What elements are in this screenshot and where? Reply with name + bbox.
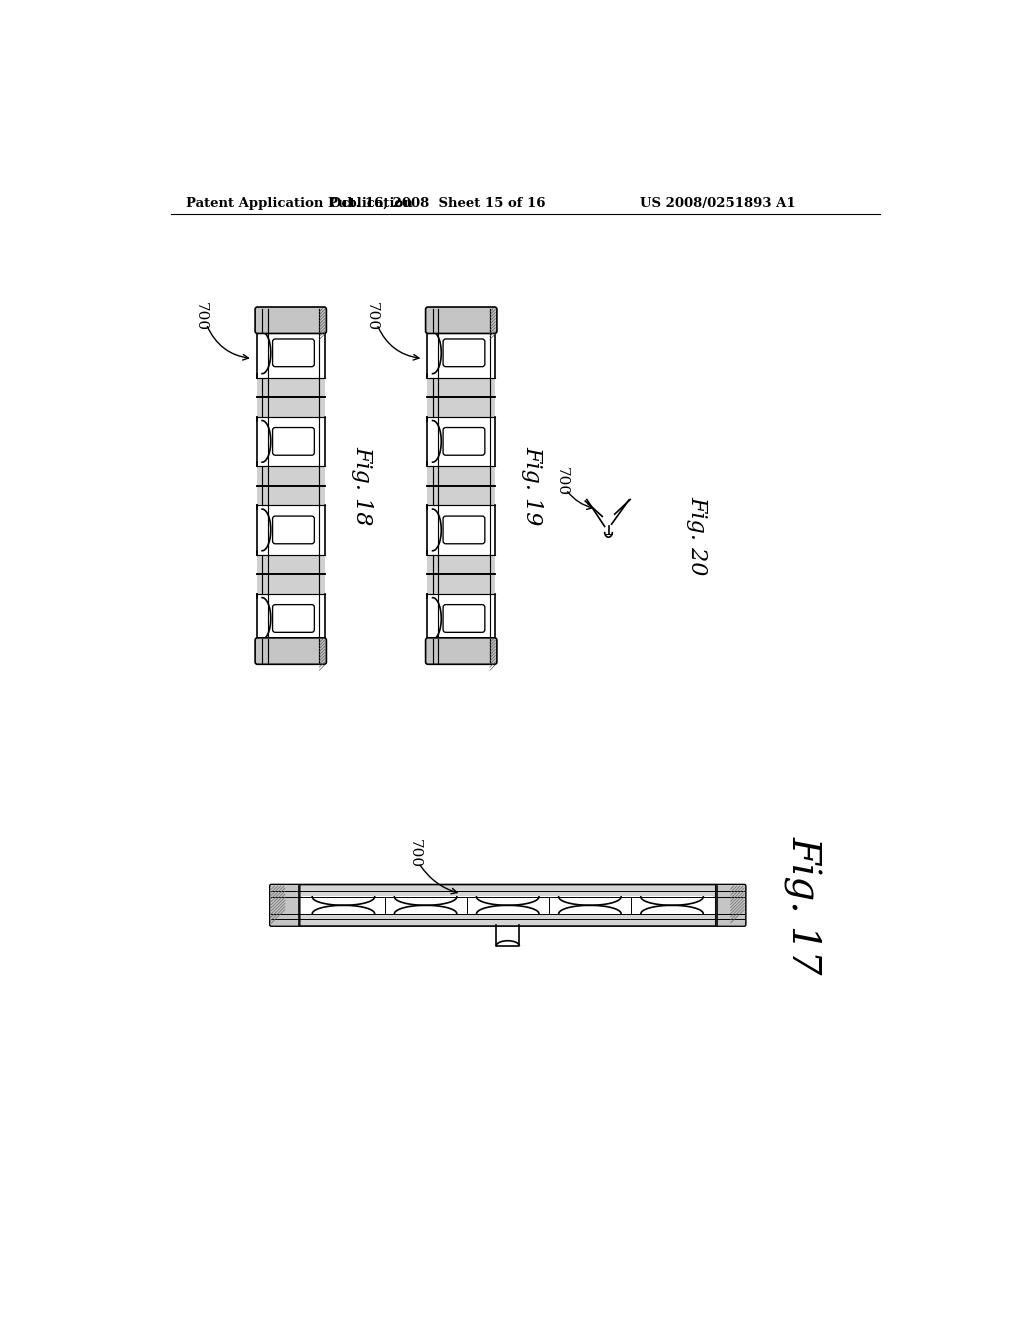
Bar [267,417,319,466]
FancyBboxPatch shape [443,605,484,632]
FancyBboxPatch shape [716,884,745,927]
Bar [427,554,496,574]
Polygon shape [427,506,441,554]
Text: Fig. 19: Fig. 19 [521,446,544,525]
Polygon shape [467,896,549,906]
Bar [427,486,496,506]
Bar [257,554,325,574]
Bar [427,643,496,663]
Polygon shape [257,417,270,466]
Bar [427,309,496,329]
FancyBboxPatch shape [272,516,314,544]
Polygon shape [302,896,385,906]
Polygon shape [257,329,270,378]
Bar [273,896,742,913]
Text: Fig. 17: Fig. 17 [783,836,821,974]
Bar [438,594,489,643]
Polygon shape [257,594,270,643]
Bar [427,574,496,594]
FancyBboxPatch shape [270,884,300,927]
Bar [257,574,325,594]
Polygon shape [257,506,270,554]
Bar [267,506,319,554]
FancyBboxPatch shape [443,428,484,455]
FancyBboxPatch shape [443,339,484,367]
FancyBboxPatch shape [272,339,314,367]
Polygon shape [549,896,631,906]
Bar [438,506,489,554]
Text: Fig. 20: Fig. 20 [687,496,709,576]
Bar [267,329,319,378]
Bar [427,466,496,486]
Bar [427,378,496,397]
FancyBboxPatch shape [255,638,327,664]
Text: Oct. 16, 2008  Sheet 15 of 16: Oct. 16, 2008 Sheet 15 of 16 [331,197,546,210]
Bar [257,486,325,506]
Polygon shape [631,896,713,906]
FancyBboxPatch shape [255,308,327,334]
Text: Patent Application Publication: Patent Application Publication [186,197,413,210]
Text: US 2008/0251893 A1: US 2008/0251893 A1 [640,197,795,210]
FancyBboxPatch shape [272,428,314,455]
Polygon shape [302,906,385,913]
Polygon shape [631,906,713,913]
Bar [438,417,489,466]
Text: 700: 700 [365,302,378,331]
Polygon shape [385,906,467,913]
Text: 700: 700 [555,467,569,496]
Text: Fig. 18: Fig. 18 [351,446,373,525]
Text: 700: 700 [408,840,422,869]
FancyBboxPatch shape [426,308,497,334]
Polygon shape [427,329,441,378]
Bar [427,397,496,417]
Polygon shape [427,594,441,643]
FancyBboxPatch shape [272,605,314,632]
Bar [257,397,325,417]
Bar [257,466,325,486]
Polygon shape [467,906,549,913]
Polygon shape [385,896,467,906]
Bar [257,643,325,663]
Polygon shape [549,906,631,913]
Bar [267,594,319,643]
FancyBboxPatch shape [270,884,745,927]
FancyBboxPatch shape [426,638,497,664]
Polygon shape [427,417,441,466]
Bar [257,378,325,397]
Text: 700: 700 [194,302,208,331]
FancyBboxPatch shape [443,516,484,544]
Bar [257,309,325,329]
Bar [438,329,489,378]
